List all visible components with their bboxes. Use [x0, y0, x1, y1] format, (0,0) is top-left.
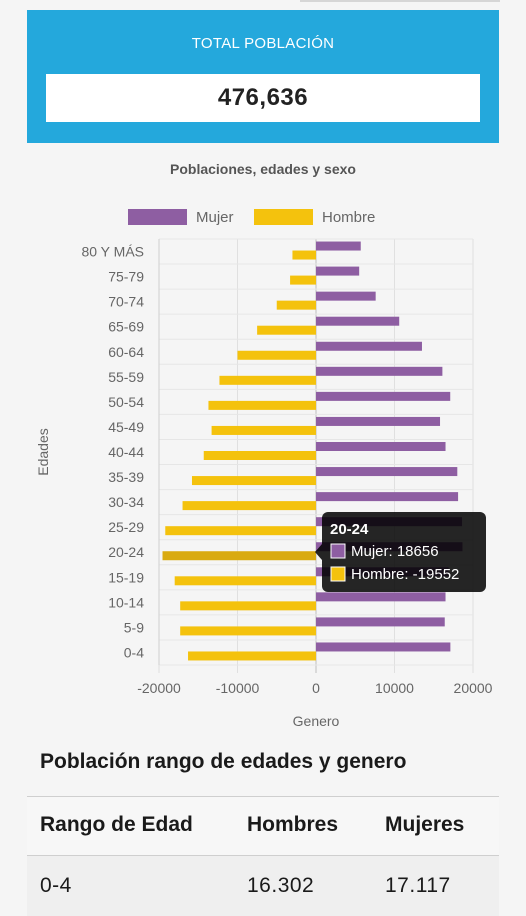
y-tick-label: 20-24 [108, 544, 144, 560]
tooltip-title: 20-24 [330, 521, 369, 538]
tooltip-caret [315, 544, 322, 560]
x-tick-label: 10000 [375, 680, 414, 696]
total-population-value: 476,636 [46, 74, 480, 122]
bar-hombre [180, 626, 316, 636]
section-title: Población rango de edades y genero [40, 750, 407, 773]
header-women: Mujeres [385, 813, 465, 836]
y-tick-label: 35-39 [108, 469, 144, 485]
bar-hombre [290, 275, 316, 285]
age-range-table: Rango de Edad Hombres Mujeres 0-4 16.302… [27, 796, 499, 916]
bar-hombre [203, 451, 316, 460]
x-axis-title: Genero [293, 713, 340, 729]
total-population-label: TOTAL POBLACIÓN [191, 35, 335, 52]
x-tick-label: 20000 [454, 680, 493, 696]
y-tick-label: 60-64 [108, 344, 144, 360]
legend-swatch-mujer [128, 209, 187, 225]
bar-hombre [208, 400, 316, 410]
bar-mujer [316, 442, 446, 451]
legend-label-hombre: Hombre [322, 209, 375, 226]
bar-hombre [219, 375, 316, 385]
cell-men: 16.302 [247, 874, 315, 897]
y-tick-label: 15-19 [108, 569, 144, 585]
bar-hombre [211, 425, 316, 435]
legend-label-mujer: Mujer [196, 209, 234, 226]
bar-mujer [316, 617, 445, 627]
y-tick-label: 40-44 [108, 444, 144, 460]
bar-hombre [165, 526, 316, 536]
population-pyramid-chart[interactable]: Poblaciones, edades y sexo Mujer Hombre -20… [0, 150, 526, 730]
y-tick-label: 30-34 [108, 494, 144, 510]
bar-hombre [162, 551, 316, 561]
bar-mujer [316, 316, 400, 326]
bar-hombre [237, 350, 316, 360]
tooltip-line: Mujer: 18656 [351, 543, 439, 560]
bar-hombre [257, 325, 316, 335]
bar-hombre [180, 601, 316, 611]
tooltip-swatch [330, 543, 346, 559]
bar-hombre [188, 651, 316, 661]
header-age-range: Rango de Edad [40, 813, 193, 836]
y-tick-label: 65-69 [108, 319, 144, 335]
bar-mujer [316, 492, 459, 502]
cell-women: 17.117 [385, 874, 451, 897]
y-tick-label: 5-9 [124, 619, 144, 635]
y-tick-label: 25-29 [108, 519, 144, 535]
bar-mujer [316, 266, 360, 276]
y-tick-label: 70-74 [108, 294, 144, 310]
total-population-card: TOTAL POBLACIÓN 476,636 [27, 10, 499, 143]
y-tick-label: 45-49 [108, 419, 144, 435]
bar-hombre [182, 501, 316, 511]
bar-mujer [316, 241, 361, 251]
tooltip-box [322, 512, 486, 592]
bar-mujer [316, 642, 451, 652]
y-axis-title: Edades [35, 428, 51, 475]
cell-age-range: 0-4 [40, 874, 72, 897]
bar-mujer [316, 592, 446, 602]
legend-swatch-hombre [254, 209, 313, 225]
bar-mujer [316, 341, 422, 351]
chart-title: Poblaciones, edades y sexo [170, 161, 356, 177]
bar-hombre [191, 476, 316, 486]
chart-svg[interactable]: Poblaciones, edades y sexo Mujer Hombre -20… [0, 150, 526, 730]
tooltip-line: Hombre: -19552 [351, 566, 459, 583]
x-tick-label: -10000 [216, 680, 260, 696]
bar-mujer [316, 366, 443, 376]
bar-mujer [316, 291, 376, 301]
header-men: Hombres [247, 813, 339, 836]
bar-hombre [174, 576, 316, 586]
y-tick-label: 80 Y MÁS [81, 244, 144, 260]
y-tick-label: 10-14 [108, 594, 144, 610]
x-tick-label: 0 [312, 680, 320, 696]
x-tick-label: -20000 [137, 680, 181, 696]
bar-hombre [276, 300, 316, 310]
bar-hombre [292, 250, 316, 260]
bar-mujer [316, 391, 451, 401]
bar-mujer [316, 467, 458, 477]
table-header: Rango de Edad Hombres Mujeres [27, 796, 499, 856]
y-tick-label: 75-79 [108, 269, 144, 285]
bar-mujer [316, 416, 441, 426]
top-strip [300, 0, 500, 2]
table-row[interactable]: 0-4 16.302 17.117 [27, 856, 499, 916]
y-tick-label: 55-59 [108, 369, 144, 385]
y-tick-label: 0-4 [124, 644, 144, 660]
y-tick-label: 50-54 [108, 394, 144, 410]
tooltip-swatch [330, 566, 346, 582]
